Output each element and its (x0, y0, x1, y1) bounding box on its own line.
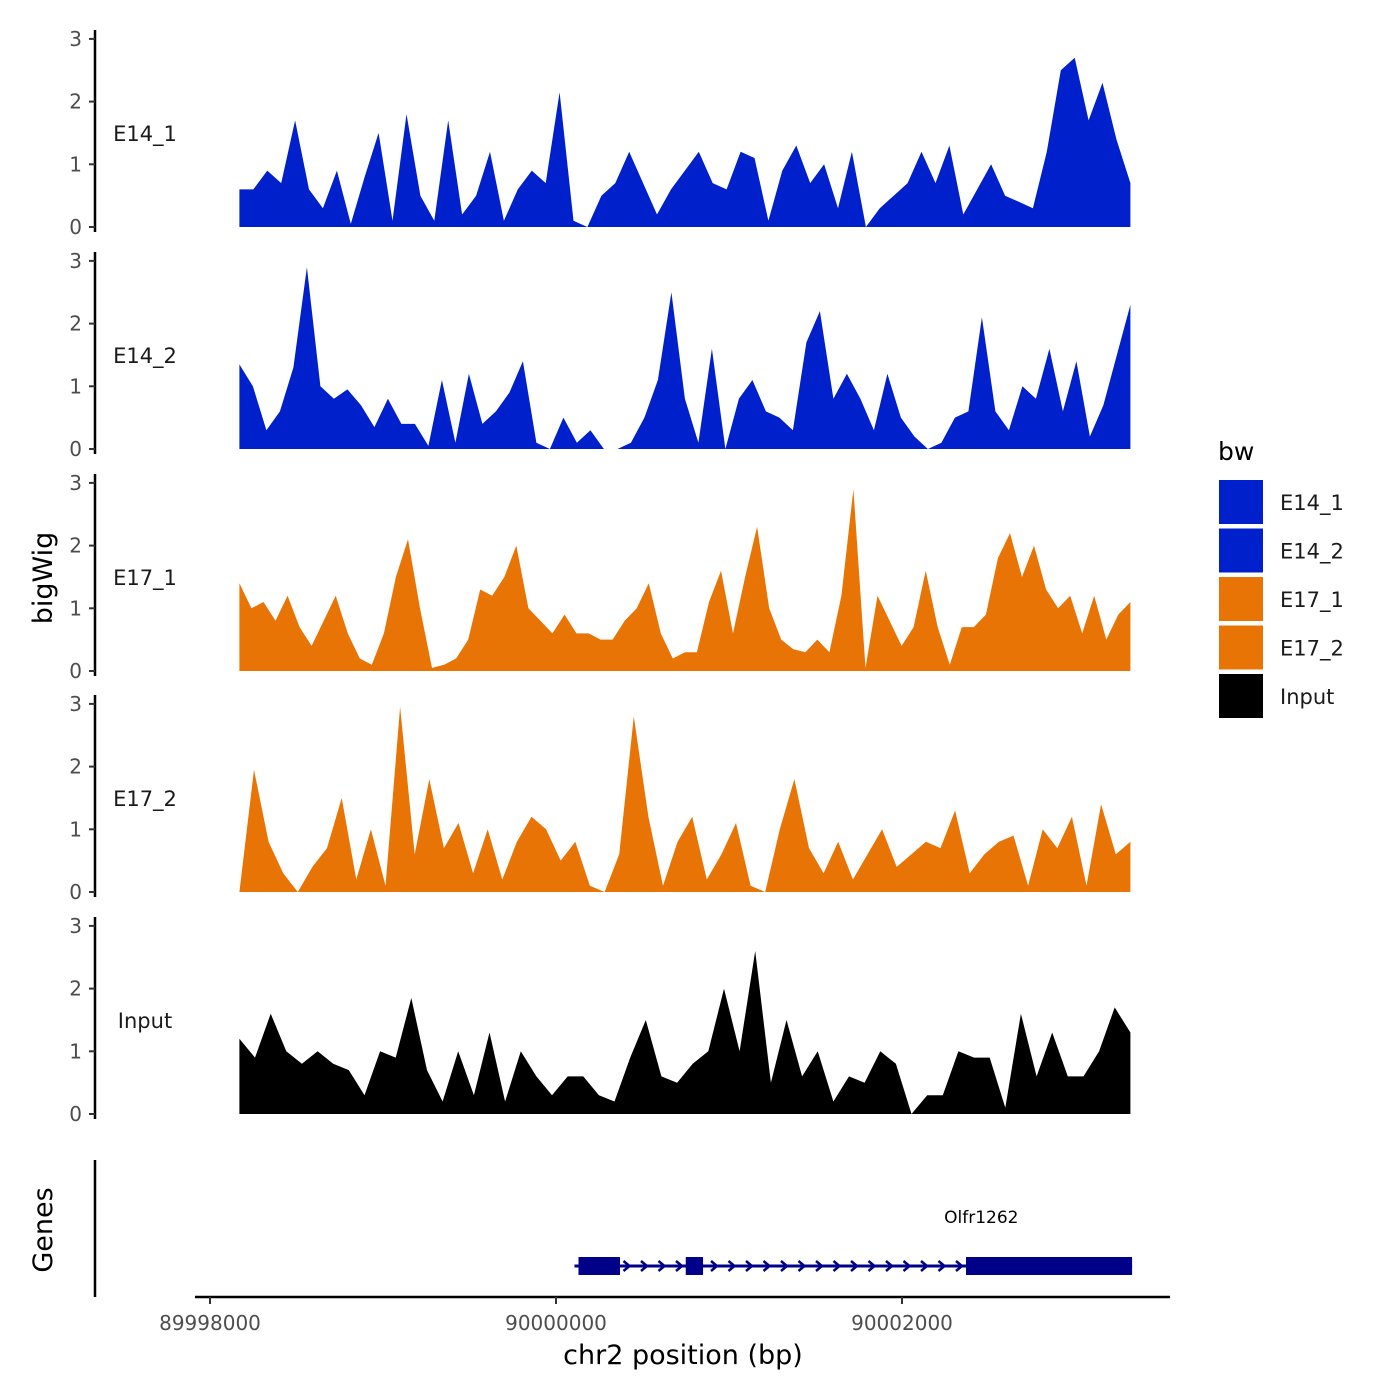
track-label-E14_2: E14_2 (113, 344, 177, 369)
legend-swatch-E17_2 (1219, 625, 1263, 670)
x-tick-label: 90000000 (505, 1311, 607, 1335)
gene-exon-1 (578, 1257, 621, 1275)
genes-panel: Olfr1262 (93, 1160, 1133, 1297)
y-tick-label: 1 (69, 817, 82, 841)
coverage-area-E17_1 (239, 489, 1131, 671)
strand-arrow (955, 1260, 964, 1272)
y-axis-title: bigWig (28, 532, 59, 625)
track-label-E17_2: E17_2 (113, 787, 177, 812)
y-tick-label: 0 (69, 215, 82, 239)
strand-arrow (622, 1260, 632, 1272)
legend: E14_1 E14_2 E17_1 E17_2 Input (1219, 480, 1344, 718)
y-tick-label: 2 (69, 312, 82, 336)
strand-arrow (815, 1260, 824, 1272)
legend-title: bw (1218, 437, 1254, 466)
legend-swatch-Input (1219, 674, 1263, 718)
strand-arrow (797, 1260, 807, 1272)
track-label-Input: Input (118, 1009, 172, 1033)
strand-arrow (710, 1260, 719, 1272)
y-tick-label: 2 (69, 977, 82, 1001)
y-tick-label: 2 (69, 755, 82, 779)
y-tick-label: 0 (69, 1102, 82, 1126)
legend-label-E17_2: E17_2 (1280, 637, 1344, 662)
track-label-E14_1: E14_1 (113, 122, 177, 147)
genes-axis-title: Genes (28, 1187, 59, 1272)
strand-arrow (657, 1260, 667, 1272)
gene-label: Olfr1262 (944, 1208, 1018, 1228)
x-tick-label: 90002000 (851, 1311, 953, 1335)
y-tick-label: 1 (69, 374, 82, 398)
y-tick-label: 3 (69, 471, 82, 495)
strand-arrow (937, 1260, 947, 1272)
y-tick-label: 1 (69, 152, 82, 176)
y-tick-label: 2 (69, 534, 82, 558)
y-tick-label: 1 (69, 596, 82, 620)
y-tick-label: 3 (69, 692, 82, 716)
track-panels: 0 1 2 3 E14_1 0 1 2 3 E14_2 0 1 2 3 E17_1 0 1 2 3 E17_2 0 1 2 3… (69, 27, 1131, 1126)
legend-label-E14_1: E14_1 (1280, 491, 1344, 516)
strand-arrow (640, 1260, 649, 1272)
y-tick-label: 2 (69, 90, 82, 114)
strand-arrow (762, 1260, 772, 1272)
track-panel-Input: 0 1 2 3 Input (69, 914, 1131, 1126)
strand-arrow (902, 1260, 912, 1272)
legend-swatch-E14_2 (1219, 528, 1263, 573)
track-label-E17_1: E17_1 (113, 566, 177, 591)
y-tick-label: 0 (69, 659, 82, 683)
legend-label-Input: Input (1280, 685, 1334, 709)
coverage-area-Input (239, 951, 1131, 1114)
x-tick-label: 89998000 (159, 1311, 261, 1335)
track-panel-E17_1: 0 1 2 3 E17_1 (69, 471, 1131, 683)
coverage-area-E17_2 (239, 707, 1131, 892)
strand-arrow (850, 1260, 859, 1272)
coverage-area-E14_1 (239, 57, 1131, 228)
gene-exon-2 (685, 1257, 704, 1275)
y-tick-label: 3 (69, 914, 82, 938)
strand-arrow (727, 1260, 737, 1272)
strand-arrow (745, 1260, 754, 1272)
coverage-area-E14_2 (239, 267, 1131, 449)
x-axis: 89998000 90000000 90002000 (159, 1295, 1170, 1335)
legend-swatch-E17_1 (1219, 577, 1263, 621)
x-axis-title: chr2 position (bp) (563, 1340, 803, 1371)
strand-arrow (920, 1260, 929, 1272)
strand-arrow (832, 1260, 842, 1272)
track-panel-E14_1: 0 1 2 3 E14_1 (69, 27, 1131, 239)
y-tick-label: 1 (69, 1039, 82, 1063)
legend-label-E17_1: E17_1 (1280, 588, 1344, 613)
strand-arrow (885, 1260, 894, 1272)
track-panel-E14_2: 0 1 2 3 E14_2 (69, 249, 1131, 461)
y-tick-label: 0 (69, 880, 82, 904)
strand-arrow (780, 1260, 789, 1272)
strand-arrow (867, 1260, 877, 1272)
strand-arrow (675, 1260, 684, 1272)
y-tick-label: 3 (69, 249, 82, 273)
gene-exon-3 (966, 1257, 1133, 1275)
legend-swatch-E14_1 (1219, 480, 1263, 524)
y-tick-label: 0 (69, 437, 82, 461)
legend-label-E14_2: E14_2 (1280, 540, 1344, 565)
track-panel-E17_2: 0 1 2 3 E17_2 (69, 692, 1131, 904)
y-tick-label: 3 (69, 27, 82, 51)
